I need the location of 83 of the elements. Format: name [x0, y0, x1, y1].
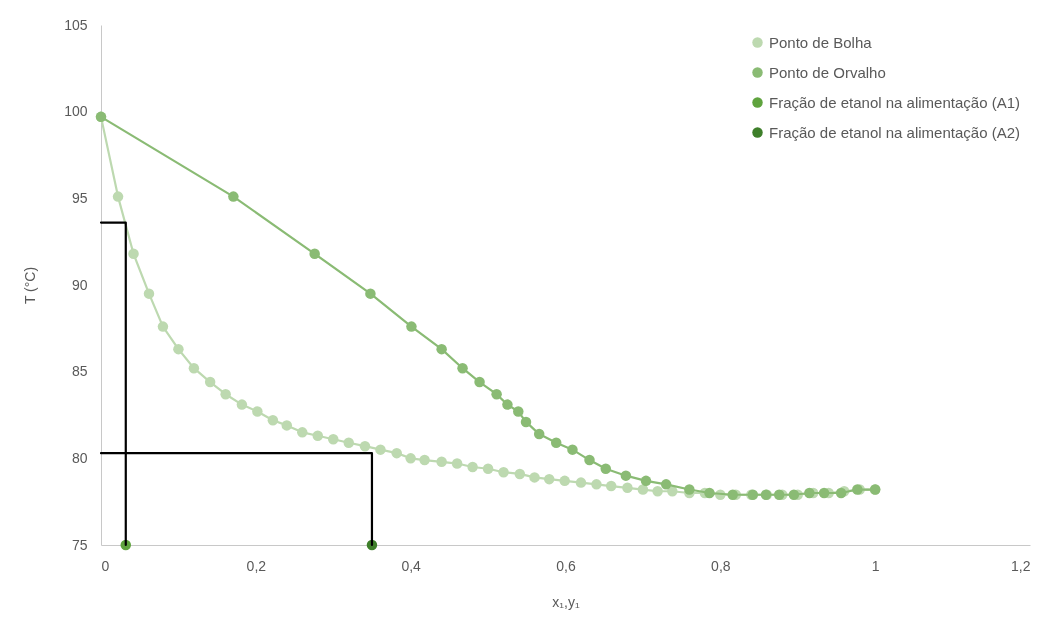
point [550, 437, 562, 448]
legend-label: Fração de etanol na alimentação (A1) [769, 93, 1020, 111]
point [533, 428, 545, 440]
point [567, 444, 578, 455]
point [436, 456, 447, 468]
point [788, 489, 800, 500]
point [252, 406, 263, 417]
y-tick-label: 105 [64, 16, 88, 33]
point [622, 482, 633, 494]
point [359, 440, 371, 452]
point [520, 416, 532, 428]
point [457, 362, 468, 374]
x-tick-label: 0,6 [556, 557, 576, 574]
point [157, 321, 169, 332]
point [620, 470, 632, 481]
point [491, 388, 502, 400]
point [727, 489, 738, 500]
x-tick-label: 0,8 [711, 557, 731, 574]
point [502, 399, 513, 410]
point [514, 468, 526, 480]
point [365, 288, 376, 299]
point [297, 427, 308, 438]
x-tick-label: 0,2 [246, 557, 267, 574]
point [143, 288, 155, 299]
x-tick-label: 1,2 [1011, 557, 1031, 574]
y-tick-label: 95 [71, 189, 88, 206]
x-tick-label: 0,4 [401, 557, 422, 574]
point [188, 362, 200, 374]
point [112, 191, 124, 202]
point [704, 487, 715, 499]
point [652, 486, 663, 497]
point [584, 454, 595, 466]
point [309, 248, 320, 260]
point [804, 487, 815, 499]
y-tick-label: 75 [71, 536, 88, 553]
x-tick-label: 1 [871, 557, 880, 574]
x-tick-label: 0 [101, 557, 110, 574]
point [640, 475, 652, 487]
point [281, 420, 293, 431]
point [513, 406, 524, 417]
y-axis-title: T (°C) [22, 266, 39, 305]
point [328, 434, 339, 445]
point [220, 388, 231, 400]
point [600, 463, 611, 474]
point [637, 484, 649, 495]
point [575, 477, 587, 488]
legend-label: Ponto de Orvalho [769, 63, 886, 81]
point [236, 399, 248, 410]
point [451, 458, 463, 469]
point [559, 475, 570, 487]
point [406, 321, 417, 332]
point [467, 461, 478, 473]
point [204, 376, 216, 388]
point [684, 484, 695, 495]
point [591, 479, 602, 490]
point [818, 487, 830, 499]
point [312, 430, 324, 442]
point [529, 472, 540, 483]
y-tick-label: 85 [71, 363, 88, 380]
point [773, 489, 785, 500]
point [375, 444, 386, 455]
y-tick-label: 100 [64, 103, 88, 120]
point [605, 480, 617, 492]
y-tick-label: 80 [71, 449, 88, 466]
point [667, 486, 678, 497]
point [173, 343, 184, 355]
point [482, 463, 494, 474]
point [128, 248, 139, 260]
point [343, 437, 354, 448]
x-axis-title: x₁,y₁ [552, 593, 580, 610]
point [405, 453, 416, 464]
legend-label: Ponto de Bolha [769, 33, 873, 51]
point [474, 376, 485, 388]
point [419, 454, 430, 466]
point [436, 343, 447, 355]
point [660, 479, 672, 490]
point [544, 473, 555, 485]
point [228, 191, 239, 202]
point [391, 447, 402, 459]
point [267, 414, 279, 426]
y-tick-label: 90 [71, 276, 88, 293]
legend-label: Fração de etanol na alimentação (A2) [769, 123, 1020, 141]
point [498, 466, 509, 478]
